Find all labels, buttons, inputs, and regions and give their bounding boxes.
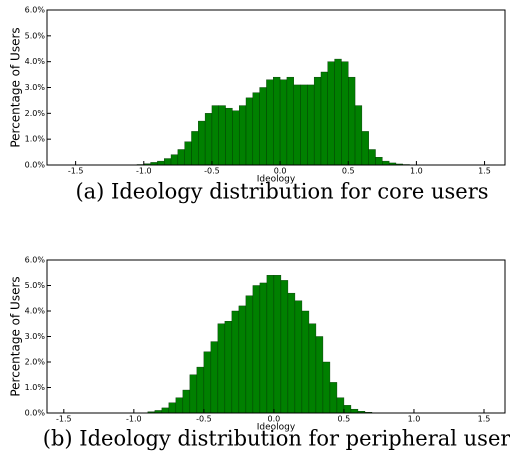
bar <box>293 84 301 166</box>
bar <box>252 92 260 166</box>
bar <box>322 361 331 414</box>
bar <box>210 341 219 414</box>
bar <box>204 113 213 166</box>
bar <box>245 97 254 166</box>
bar <box>189 374 198 414</box>
y-axis-label: Percentage of Users <box>9 276 23 396</box>
x-tick-label: 0.5 <box>338 415 351 424</box>
bar <box>168 402 177 414</box>
bar <box>273 275 282 414</box>
x-tick-label: -0.5 <box>196 415 212 424</box>
x-tick-label: 1.0 <box>410 167 423 176</box>
y-tick-label: 4.0% <box>25 57 46 66</box>
y-tick-label: 2.0% <box>25 358 46 367</box>
bar <box>198 120 206 166</box>
bar <box>184 141 192 166</box>
bar <box>252 285 261 414</box>
bar <box>170 154 179 166</box>
y-tick-label: 5.0% <box>25 281 46 290</box>
bar <box>231 310 240 414</box>
bar <box>294 300 303 414</box>
bar <box>280 280 289 414</box>
y-tick-label: 3.0% <box>25 83 46 92</box>
x-tick-label: 0.5 <box>342 167 355 176</box>
y-tick-label: 0.0% <box>25 161 46 170</box>
bar <box>375 157 383 166</box>
bar <box>287 292 296 414</box>
bar <box>336 397 345 414</box>
caption: (a) Ideology distribution for core users <box>75 180 488 204</box>
bar <box>224 321 233 414</box>
x-tick-label: 1.5 <box>478 415 491 424</box>
bar <box>211 105 219 166</box>
bar <box>286 76 294 166</box>
bar <box>175 397 184 414</box>
bar <box>177 149 185 166</box>
x-axis-label: Ideology <box>257 175 296 185</box>
bar <box>245 295 254 414</box>
x-tick-label: -1.5 <box>56 415 72 424</box>
x-tick-label: -0.5 <box>204 167 220 176</box>
x-tick-label: -1.5 <box>68 167 84 176</box>
y-tick-label: 1.0% <box>25 135 46 144</box>
bar <box>315 336 324 414</box>
bar <box>259 282 268 414</box>
bar <box>348 76 356 166</box>
bar <box>266 79 274 166</box>
x-tick-label: 1.5 <box>478 167 491 176</box>
x-tick-label: 0.0 <box>274 167 287 176</box>
x-tick-label: -1.0 <box>126 415 142 424</box>
bar <box>354 105 363 166</box>
y-tick-label: 3.0% <box>25 332 46 341</box>
y-axis-label: Percentage of Users <box>9 27 23 147</box>
bar <box>232 110 240 166</box>
bar <box>350 408 359 414</box>
y-tick-label: 4.0% <box>25 307 46 316</box>
bar <box>157 160 165 166</box>
bar <box>259 87 267 166</box>
bar <box>343 405 352 414</box>
bar <box>329 382 338 414</box>
bar <box>273 76 281 166</box>
bar <box>327 61 335 166</box>
bar <box>313 76 322 166</box>
bar <box>307 84 315 166</box>
bar <box>301 310 310 414</box>
bar <box>279 79 288 166</box>
x-axis-label: Ideology <box>257 423 296 433</box>
bar <box>308 323 317 414</box>
bar <box>161 407 170 414</box>
bar <box>196 366 205 414</box>
x-tick-label: 1.0 <box>408 415 421 424</box>
bar <box>382 160 390 166</box>
y-tick-label: 0.0% <box>25 409 46 418</box>
bar <box>191 131 199 166</box>
bar <box>266 275 275 414</box>
bar <box>203 351 212 414</box>
bar <box>334 58 342 166</box>
bar <box>218 105 226 166</box>
bar <box>217 323 226 414</box>
bar <box>225 107 233 166</box>
bar <box>361 131 369 166</box>
caption: (b) Ideology distribution for peripheral… <box>43 427 510 451</box>
bar <box>182 389 191 414</box>
x-tick-label: 0.0 <box>268 415 281 424</box>
x-tick-label: -1.0 <box>136 167 152 176</box>
bar <box>368 149 376 166</box>
y-tick-label: 5.0% <box>25 31 46 40</box>
bar <box>320 71 328 166</box>
bar <box>341 61 349 166</box>
y-tick-label: 6.0% <box>25 6 46 15</box>
y-tick-label: 1.0% <box>25 383 46 392</box>
y-tick-label: 6.0% <box>25 256 46 265</box>
bar <box>300 84 308 166</box>
bar <box>164 158 172 166</box>
bar <box>238 305 247 414</box>
bar <box>238 105 247 166</box>
y-tick-label: 2.0% <box>25 109 46 118</box>
